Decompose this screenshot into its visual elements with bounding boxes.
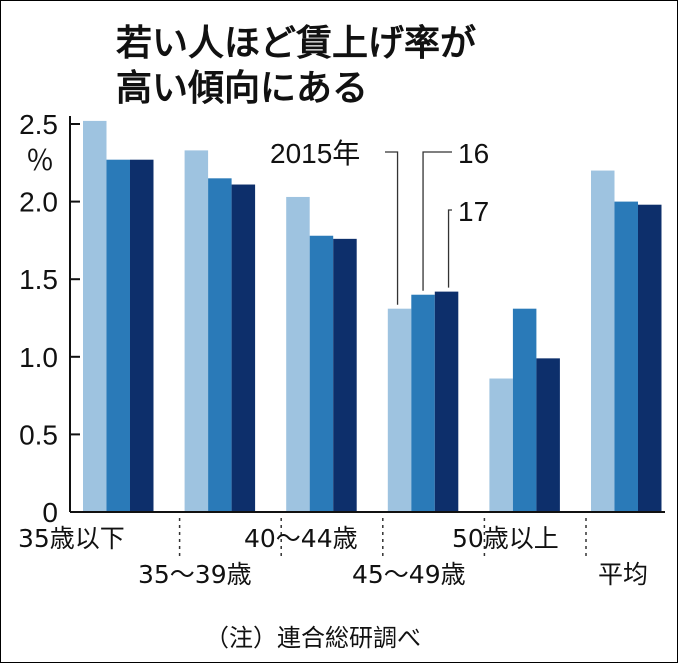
bar-2015-4 xyxy=(489,378,513,512)
x-category-label: 50歳以上 xyxy=(452,524,559,553)
x-category-label: 35歳以下 xyxy=(18,524,125,553)
bar-17-0 xyxy=(130,159,154,513)
x-category-label: 35～39歳 xyxy=(138,560,252,589)
x-category-label: 45～49歳 xyxy=(352,560,466,589)
chart-title-line-2: 高い傾向にある xyxy=(116,68,368,109)
y-tick-label: 0 xyxy=(42,497,58,528)
legend-leader-2015 xyxy=(385,151,399,305)
bar-17-2 xyxy=(333,238,357,512)
y-tick-label: 2.5 xyxy=(19,109,58,140)
bar-2015-0 xyxy=(83,120,107,513)
bar-16-0 xyxy=(106,159,130,513)
bar-16-3 xyxy=(411,294,435,512)
bar-2015-5 xyxy=(591,170,615,512)
bar-16-5 xyxy=(614,201,638,512)
bar-16-1 xyxy=(208,178,232,512)
legend-leader-16 xyxy=(422,151,452,291)
source-note: （注）連合総研調べ xyxy=(205,624,421,652)
bar-16-2 xyxy=(309,235,334,512)
y-tick-label: 1.5 xyxy=(19,264,58,295)
y-tick-label: 0.5 xyxy=(19,419,58,450)
bar-17-5 xyxy=(638,204,662,513)
legend-label-16: 16 xyxy=(458,138,489,169)
bar-2015-1 xyxy=(184,150,209,512)
bar-16-4 xyxy=(512,308,537,512)
bars-group xyxy=(83,120,662,513)
bar-17-4 xyxy=(536,358,560,512)
bar-17-1 xyxy=(231,184,256,512)
legend-label-2015: 2015年 xyxy=(270,138,360,169)
bar-2015-3 xyxy=(387,308,412,512)
y-tick-label: 1.0 xyxy=(19,342,58,373)
legend-label-17: 17 xyxy=(458,196,489,227)
legend-annotations: 2015年 16 17 xyxy=(270,138,489,305)
x-category-label: 平均 xyxy=(598,560,648,589)
chart-title-line-1: 若い人ほど賃上げ率が xyxy=(116,23,476,64)
bar-2015-2 xyxy=(286,196,310,512)
x-category-label: 40～44歳 xyxy=(244,524,358,553)
y-tick-label: 2.0 xyxy=(19,187,58,218)
bar-17-3 xyxy=(434,291,459,512)
y-axis: 0 0.5 1.0 1.5 2.0 2.5 xyxy=(19,109,80,528)
legend-leader-17 xyxy=(447,209,452,288)
y-axis-unit-label: ％ xyxy=(26,145,54,176)
